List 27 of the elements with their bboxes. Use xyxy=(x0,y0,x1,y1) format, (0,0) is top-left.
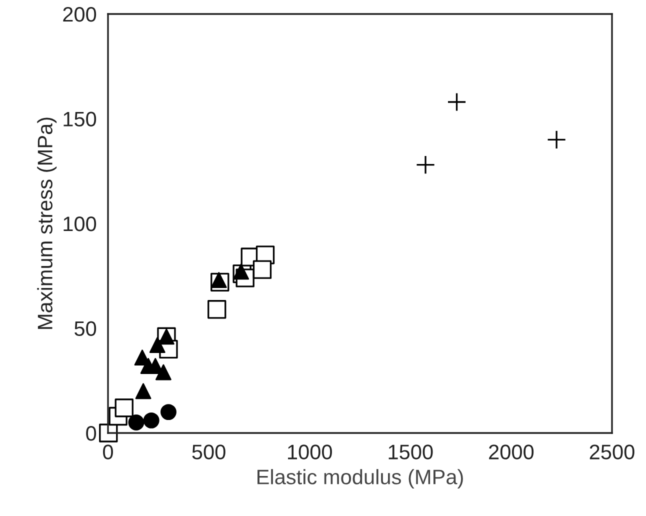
point xyxy=(447,92,466,112)
point xyxy=(114,398,134,418)
point xyxy=(160,404,176,420)
x-tick-label: 2500 xyxy=(590,444,634,460)
x-tick-label: 1000 xyxy=(288,444,332,460)
point xyxy=(155,364,172,380)
point xyxy=(208,300,226,319)
y-axis-title: Maximum stress (MPa) xyxy=(37,118,57,329)
point xyxy=(135,383,152,400)
x-axis-title: Elastic modulus (MPa) xyxy=(258,469,463,488)
x-tick-label: 1500 xyxy=(388,444,433,460)
point xyxy=(143,412,160,428)
point xyxy=(128,414,144,431)
y-tick-label: 0 xyxy=(86,426,96,441)
point xyxy=(546,130,566,150)
x-tick-label: 500 xyxy=(192,444,226,460)
point xyxy=(252,260,272,279)
x-tick-label: 2000 xyxy=(489,444,534,460)
y-tick-label: 100 xyxy=(64,216,96,232)
point xyxy=(210,272,227,288)
y-tick-label: 150 xyxy=(64,112,96,127)
y-tick-label: 50 xyxy=(74,321,96,336)
point xyxy=(416,155,436,174)
point xyxy=(233,264,250,280)
x-tick-label: 0 xyxy=(103,444,113,460)
y-tick-label: 200 xyxy=(63,7,96,22)
point xyxy=(149,337,166,353)
